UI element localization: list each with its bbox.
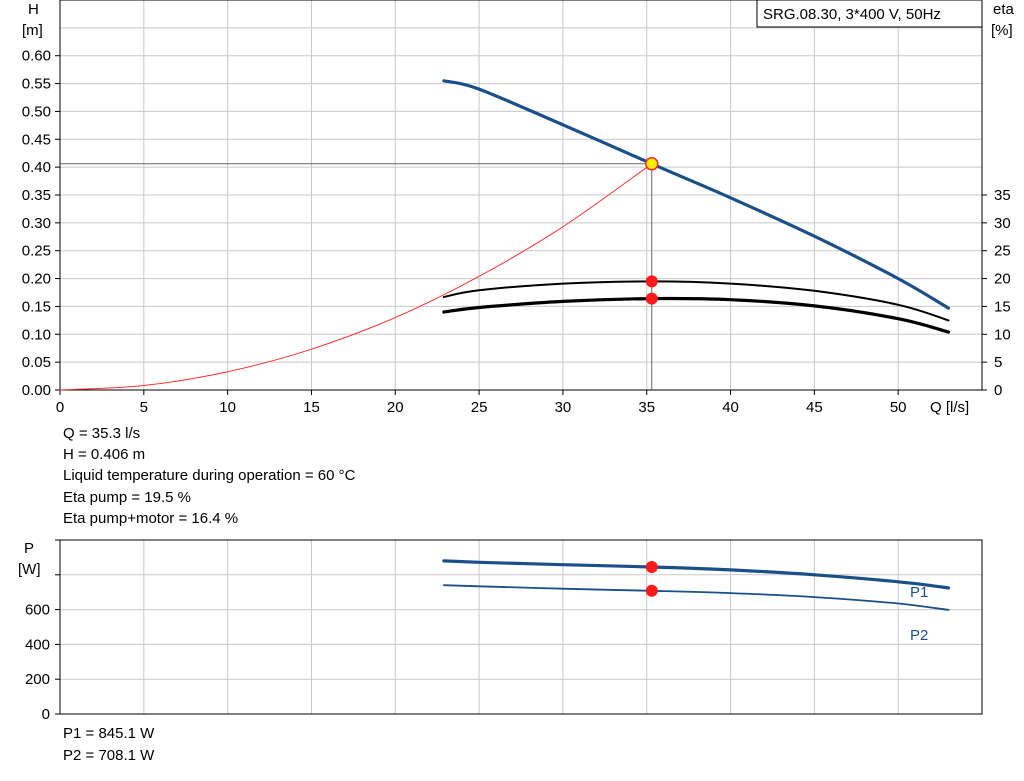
flow-axis-label: Q [l/s] [930,399,969,416]
info-eta-pump-motor: Eta pump+motor = 16.4 % [63,510,239,527]
head-axis-name: H [28,1,39,18]
p1-marker [645,560,658,573]
power-axis-unit: [W] [18,561,41,578]
flow-tick-label: 30 [555,399,572,416]
head-chart-series [59,79,951,391]
head-tick-label: 0.00 [22,382,51,399]
flow-tick-label: 10 [219,399,236,416]
head-chart-ticks: 0 5 10 15 20 25 30 35 40 45 500.000.050.100.150.20… [22,48,1011,416]
eta-tick-label: 25 [994,243,1011,260]
eta-tick-label: 15 [994,298,1011,315]
eta-axis-unit: [%] [991,22,1013,39]
info-liquid-temperature: Liquid temperature during operation = 60… [63,467,356,484]
eta-pump-motor-curve [442,296,951,334]
chart-title-box [756,0,983,28]
power-axis-name: P [24,540,34,557]
head-tick-label: 0.05 [22,354,51,371]
power-tick-label: 400 [25,636,50,653]
info-head: H = 0.406 m [63,446,146,463]
p1-curve [442,559,951,590]
head-tick-label: 0.55 [22,76,51,93]
flow-tick-label: 40 [722,399,739,416]
p2-marker [645,584,658,597]
flow-tick-label: 35 [638,399,655,416]
power-tick-label: 200 [25,671,50,688]
eta-tick-label: 5 [994,354,1002,371]
power-chart-ticks: 0 200 400 600 [25,539,60,723]
head-tick-label: 0.15 [22,298,51,315]
head-tick-label: 0.20 [22,271,51,288]
flow-tick-label: 50 [890,399,907,416]
flow-tick-label: 45 [806,399,823,416]
eta-tick-label: 30 [994,215,1011,232]
head-curve [442,79,951,310]
eta-pump-motor-marker [645,292,658,305]
eta-axis-name: eta [993,1,1015,18]
info-eta-pump: Eta pump = 19.5 % [63,489,191,506]
flow-tick-label: 25 [471,399,488,416]
p2-curve [443,584,950,611]
info-p2: P2 = 708.1 W [63,747,155,764]
eta-tick-label: 0 [994,382,1002,399]
power-tick-label: 0 [42,706,50,723]
eta-tick-label: 20 [994,271,1011,288]
chart-title: SRG.08.30, 3*400 V, 50Hz [763,6,941,23]
head-tick-label: 0.40 [22,159,51,176]
eta-pump-curve [442,280,950,322]
power-chart-series [442,559,951,611]
flow-tick-label: 15 [303,399,320,416]
eta-tick-label: 35 [994,187,1011,204]
head-axis-unit: [m] [22,22,43,39]
head-tick-label: 0.50 [22,103,51,120]
head-tick-label: 0.35 [22,187,51,204]
power-tick-label: 600 [25,602,50,619]
system-curve [59,163,653,391]
head-tick-label: 0.45 [22,131,51,148]
info-p1: P1 = 845.1 W [63,725,155,742]
flow-tick-label: 0 [56,399,64,416]
power-chart-grid [59,539,983,715]
head-tick-label: 0.60 [22,48,51,65]
p1-series-label: P1 [910,584,928,601]
info-flow: Q = 35.3 l/s [63,425,141,442]
head-tick-label: 0.30 [22,215,51,232]
head-tick-label: 0.25 [22,243,51,260]
power-chart-frame [59,539,983,715]
flow-tick-label: 20 [387,399,404,416]
head-chart-grid [59,0,983,391]
head-tick-label: 0.10 [22,326,51,343]
flow-tick-label: 5 [140,399,148,416]
operating-point-marker [645,157,659,171]
p2-series-label: P2 [910,627,928,644]
eta-tick-label: 10 [994,326,1011,343]
eta-pump-marker [645,275,658,288]
